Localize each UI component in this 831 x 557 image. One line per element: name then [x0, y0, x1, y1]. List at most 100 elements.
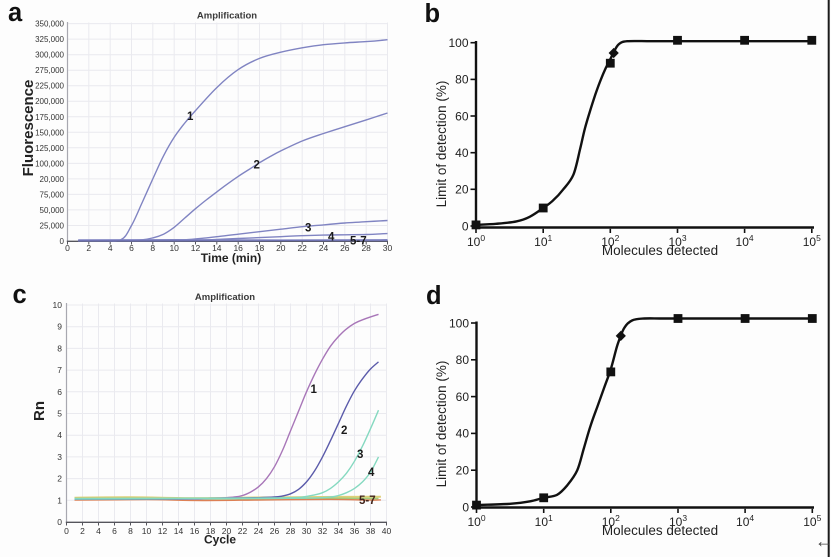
svg-text:4: 4 — [57, 430, 62, 440]
svg-text:5-7: 5-7 — [359, 495, 376, 507]
svg-text:d: d — [426, 282, 442, 310]
svg-text:10: 10 — [169, 243, 179, 253]
svg-text:105: 105 — [803, 233, 821, 249]
svg-text:Limit of detection (%): Limit of detection (%) — [434, 81, 449, 208]
svg-text:Fluorescence: Fluorescence — [20, 80, 37, 177]
svg-text:150,000: 150,000 — [35, 128, 64, 137]
svg-text:350,000: 350,000 — [35, 20, 64, 29]
svg-text:2: 2 — [341, 425, 347, 437]
svg-text:8: 8 — [128, 526, 133, 536]
svg-text:6: 6 — [129, 243, 134, 253]
svg-text:28: 28 — [286, 526, 296, 536]
svg-text:36: 36 — [350, 526, 360, 536]
svg-text:b: b — [425, 0, 441, 28]
svg-text:Amplification: Amplification — [195, 292, 255, 303]
svg-text:28: 28 — [361, 243, 371, 253]
svg-text:18: 18 — [206, 526, 216, 536]
svg-text:80: 80 — [455, 73, 469, 87]
svg-text:300,000: 300,000 — [35, 51, 64, 60]
svg-text:Cycle: Cycle — [204, 533, 236, 547]
svg-text:14: 14 — [174, 526, 184, 536]
svg-text:60: 60 — [455, 109, 469, 123]
svg-text:4: 4 — [368, 467, 375, 479]
svg-text:100: 100 — [467, 233, 485, 249]
svg-text:18: 18 — [255, 243, 265, 253]
svg-text:26: 26 — [340, 243, 350, 253]
svg-text:20: 20 — [456, 464, 470, 478]
svg-text:101: 101 — [534, 233, 552, 249]
svg-text:12: 12 — [158, 526, 168, 536]
svg-text:0: 0 — [65, 243, 70, 253]
svg-text:104: 104 — [736, 513, 754, 529]
svg-text:75,000: 75,000 — [40, 190, 65, 199]
svg-text:8: 8 — [150, 243, 155, 253]
svg-text:100: 100 — [467, 513, 485, 529]
svg-text:225,000: 225,000 — [35, 82, 64, 91]
svg-text:100,000: 100,000 — [35, 159, 64, 168]
svg-text:12: 12 — [191, 243, 201, 253]
svg-text:26: 26 — [270, 526, 280, 536]
svg-text:50,000: 50,000 — [40, 206, 65, 215]
svg-text:Molecules detected: Molecules detected — [602, 523, 718, 538]
svg-text:325,000: 325,000 — [35, 35, 64, 44]
svg-text:1: 1 — [187, 111, 194, 123]
svg-text:175,000: 175,000 — [35, 113, 64, 122]
svg-text:38: 38 — [366, 526, 376, 536]
svg-text:6: 6 — [112, 526, 117, 536]
svg-text:3: 3 — [357, 449, 363, 461]
svg-text:24: 24 — [319, 243, 329, 253]
svg-text:2: 2 — [254, 160, 260, 172]
svg-text:0: 0 — [60, 237, 65, 246]
svg-text:4: 4 — [108, 243, 113, 253]
svg-text:5-7: 5-7 — [350, 236, 367, 248]
svg-text:5: 5 — [57, 409, 62, 419]
svg-text:25,000: 25,000 — [40, 222, 65, 231]
svg-text:Amplification: Amplification — [197, 11, 257, 22]
svg-text:20: 20 — [276, 243, 286, 253]
svg-text:Rn: Rn — [31, 401, 48, 421]
svg-text:a: a — [8, 0, 23, 27]
svg-text:4: 4 — [328, 232, 335, 244]
svg-text:40: 40 — [456, 427, 470, 441]
svg-text:7: 7 — [57, 365, 62, 375]
svg-text:275,000: 275,000 — [35, 66, 64, 75]
svg-text:20: 20 — [222, 526, 232, 536]
svg-text:80: 80 — [456, 353, 470, 367]
svg-text:16: 16 — [190, 526, 200, 536]
svg-text:10: 10 — [53, 300, 63, 310]
svg-text:60: 60 — [456, 390, 470, 404]
svg-text:2: 2 — [80, 526, 85, 536]
svg-text:14: 14 — [212, 243, 222, 253]
svg-text:100: 100 — [448, 36, 468, 50]
svg-text:3: 3 — [57, 452, 62, 462]
svg-text:Molecules detected: Molecules detected — [602, 243, 718, 258]
svg-text:32: 32 — [318, 526, 328, 536]
svg-text:0: 0 — [462, 500, 469, 514]
svg-text:←: ← — [815, 531, 831, 551]
svg-text:2: 2 — [86, 243, 91, 253]
svg-text:30: 30 — [383, 243, 393, 253]
svg-text:10: 10 — [142, 526, 152, 536]
svg-text:40: 40 — [382, 526, 392, 536]
svg-text:0: 0 — [64, 526, 69, 536]
svg-text:8: 8 — [57, 343, 62, 353]
svg-text:24: 24 — [254, 526, 264, 536]
svg-text:0: 0 — [462, 219, 469, 233]
svg-text:22: 22 — [238, 526, 248, 536]
svg-text:104: 104 — [736, 233, 754, 249]
svg-text:101: 101 — [535, 513, 553, 529]
svg-text:200,000: 200,000 — [35, 97, 64, 106]
svg-text:4: 4 — [96, 526, 101, 536]
svg-text:30: 30 — [302, 526, 312, 536]
svg-text:Time (min): Time (min) — [201, 251, 261, 265]
svg-text:125,000: 125,000 — [35, 144, 64, 153]
svg-text:105: 105 — [803, 513, 821, 529]
svg-text:Limit of detection (%): Limit of detection (%) — [434, 361, 449, 488]
svg-text:20,000: 20,000 — [40, 175, 65, 184]
svg-text:c: c — [13, 281, 27, 309]
svg-text:6: 6 — [57, 387, 62, 397]
svg-text:22: 22 — [297, 243, 307, 253]
svg-text:9: 9 — [57, 322, 62, 332]
svg-text:2: 2 — [57, 474, 62, 484]
svg-text:1: 1 — [57, 495, 62, 505]
